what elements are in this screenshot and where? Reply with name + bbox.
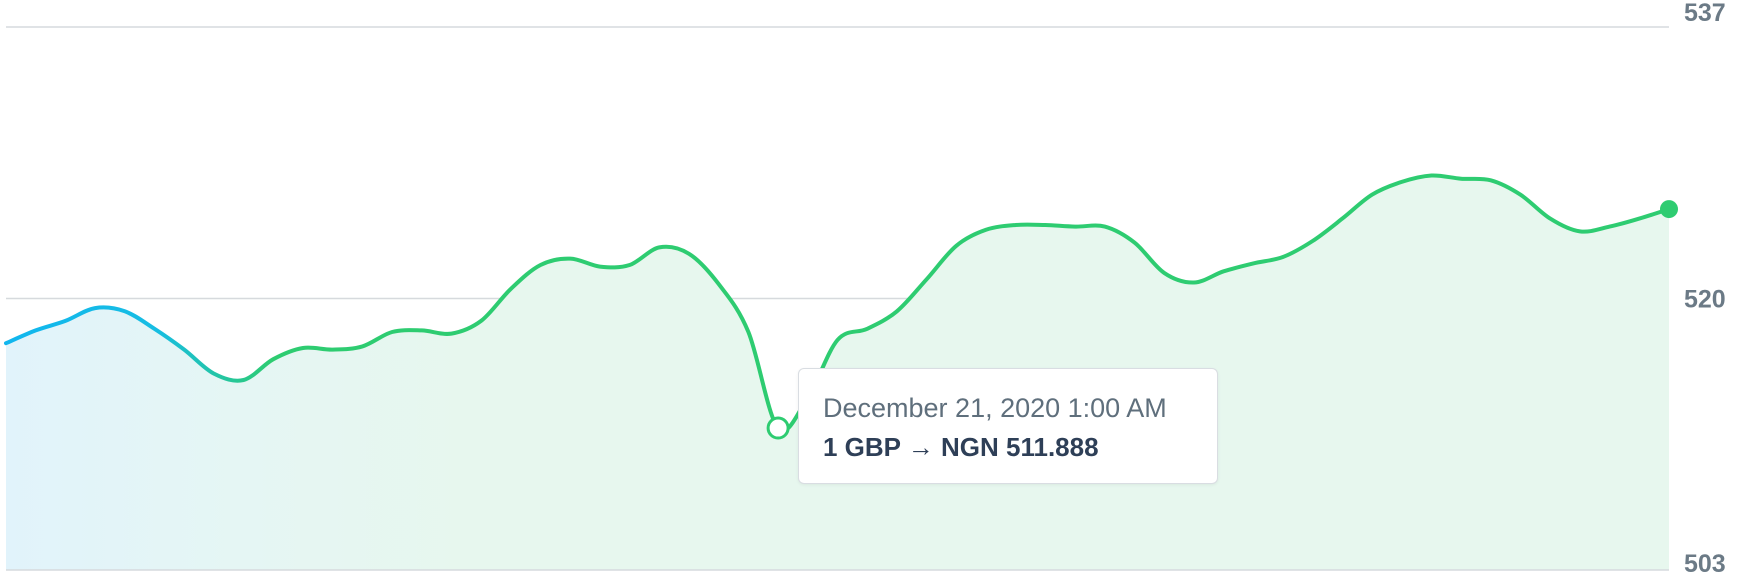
y-axis: 537 520 503 [1684,0,1726,578]
hovered-point[interactable] [766,416,790,440]
y-tick-label: 520 [1684,286,1726,314]
rate-tooltip: December 21, 2020 1:00 AM 1 GBP → NGN 51… [798,368,1218,484]
series-points [766,200,1678,440]
latest-point [1660,200,1678,219]
y-tick-label: 503 [1684,550,1726,578]
rate-series-line [4,173,1671,433]
tooltip-date: December 21, 2020 1:00 AM [823,393,1167,423]
tooltip-rate-value: 1 GBP → NGN 511.888 [823,432,1099,462]
y-tick-label: 537 [1684,0,1726,27]
